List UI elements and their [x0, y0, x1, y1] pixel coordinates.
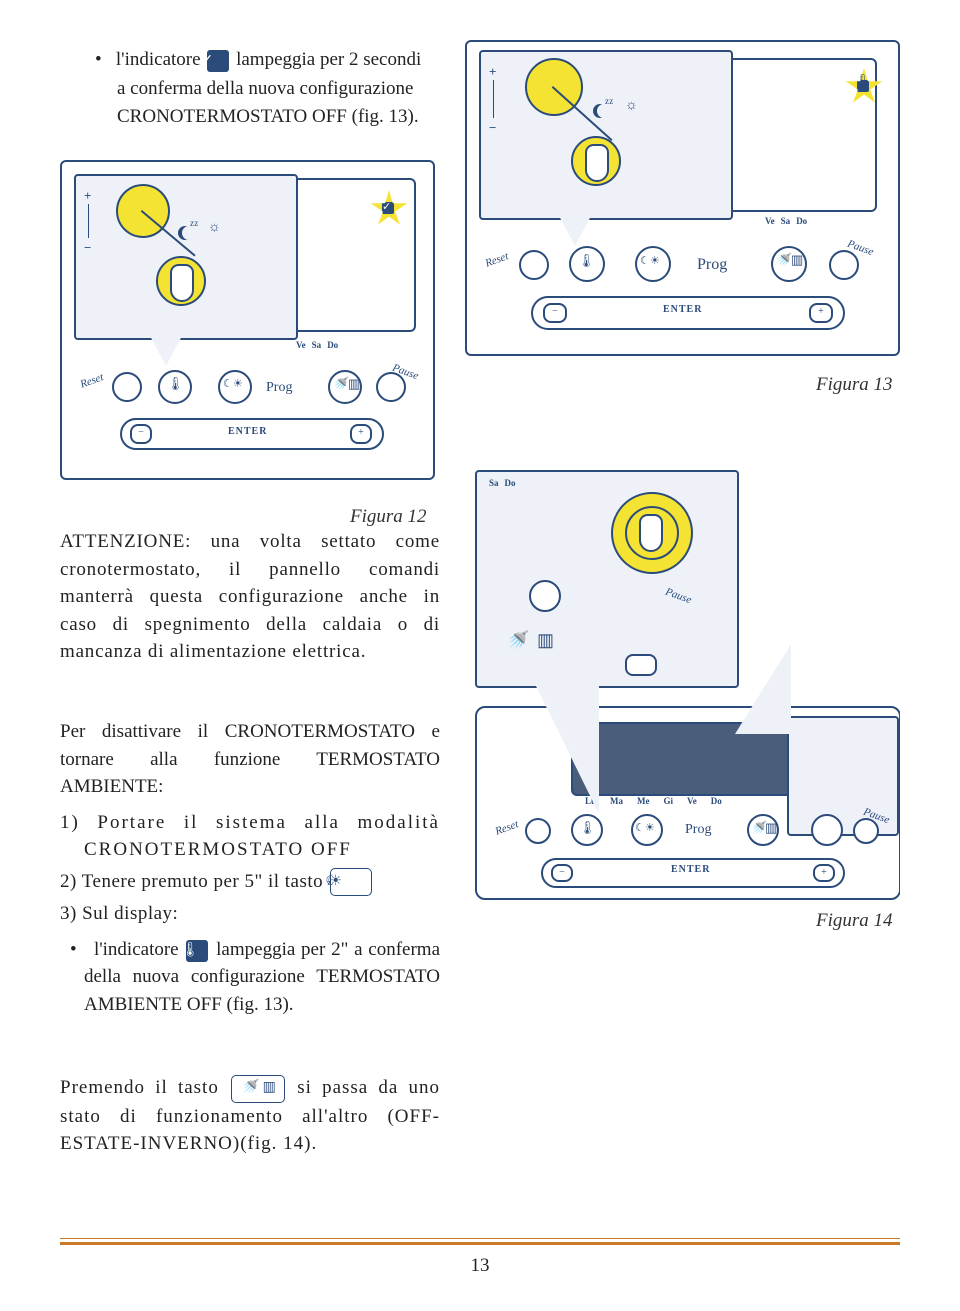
tap-radiator-button-icon: 🚿▥: [231, 1075, 285, 1103]
figure-12: + − z z ✓ Ve Sa Do Reset 🌡: [60, 160, 435, 480]
prog-label: Prog: [266, 380, 292, 396]
figure-14: Sa Do Pause 🚿 ▥ Lu Ma Me Gi Ve Do: [475, 470, 900, 900]
thermometer-indicator-icon: 🌡: [186, 940, 208, 962]
bottom-paragraph: Premendo il tasto 🚿▥ si passa da uno sta…: [60, 1074, 440, 1158]
deactivate-block: Per disattivare il CRONOTERMOSTATO e tor…: [60, 718, 440, 1019]
figure14-label: Figura 14: [816, 910, 893, 932]
check-indicator-icon: ✓: [207, 50, 229, 72]
day-strip: Ve Sa Do: [296, 340, 338, 350]
moon-sun-button-icon: ☾z☀: [330, 868, 372, 896]
page-number: 13: [0, 1255, 960, 1277]
step-1: 1) Portare il sistema alla modalità CRON…: [60, 809, 440, 864]
figure12-label: Figura 12: [350, 506, 427, 528]
figure13-label: Figura 13: [816, 374, 893, 396]
finger-icon: [625, 506, 679, 560]
step-2: 2) Tenere premuto per 5" il tasto ☾z☀: [60, 868, 440, 897]
finger-icon: [156, 256, 206, 306]
finger-icon: [571, 136, 621, 186]
bullet-top-prefix: l'indicatore: [116, 49, 201, 70]
reset-button[interactable]: [112, 372, 142, 402]
attention-paragraph: ATTENZIONE: una volta settato come crono…: [60, 528, 440, 666]
step-3: 3) Sul display:: [60, 900, 440, 928]
figure-13: + − z z 🌡 Ve Sa Do Reset 🌡 ☾☀ Prog: [465, 40, 900, 356]
bullet-top: • l'indicatore ✓ lampeggia per 2 secondi…: [95, 42, 425, 136]
